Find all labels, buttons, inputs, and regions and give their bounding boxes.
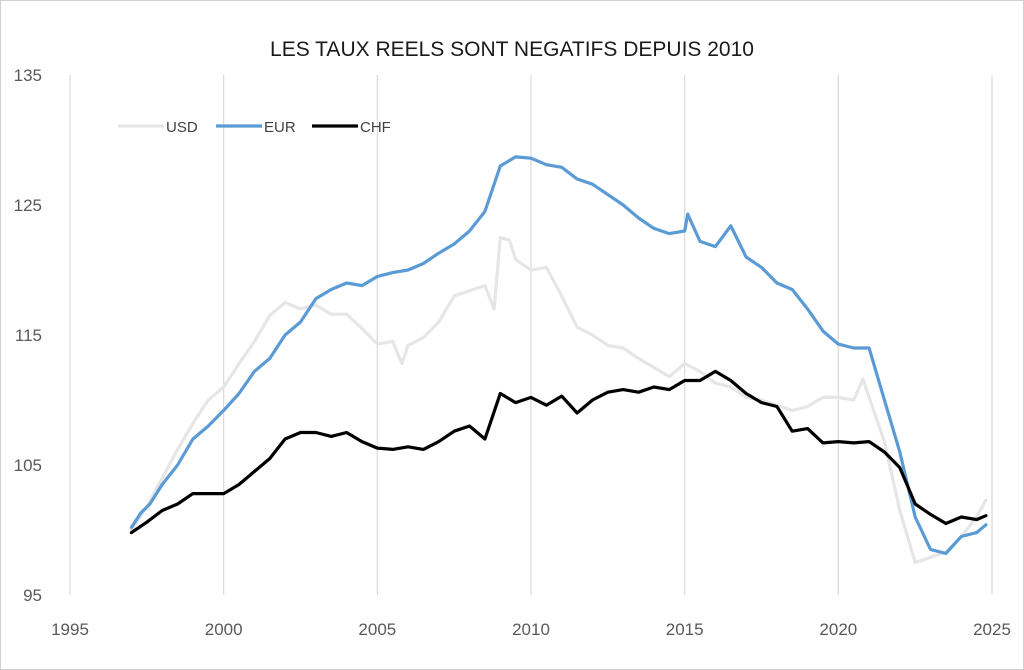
grid	[69, 75, 993, 595]
series-line-chf	[129, 369, 988, 535]
legend-label-eur: EUR	[264, 119, 296, 136]
legend-label-usd: USD	[166, 119, 198, 136]
x-tick-label: 2020	[819, 620, 857, 639]
y-tick-label: 115	[15, 326, 42, 345]
x-tick-label: 2015	[666, 620, 704, 639]
axis-ticks: 1995 2000 2005 2010 2015 2020 2025 95 105 115 125 1…	[14, 66, 1011, 639]
series-lines	[129, 155, 988, 565]
y-tick-label: 95	[23, 586, 42, 605]
x-tick-label: 2005	[358, 620, 396, 639]
chart-title: LES TAUX REELS SONT NEGATIFS DEPUIS 2010	[270, 38, 754, 61]
x-tick-label: 2010	[512, 620, 550, 639]
x-tick-label: 2000	[205, 620, 243, 639]
series-line-usd	[129, 235, 988, 565]
series-line-eur	[129, 155, 988, 555]
y-tick-label: 105	[14, 456, 42, 475]
legend-label-chf: CHF	[360, 119, 391, 136]
y-tick-label: 135	[14, 66, 42, 85]
legend: USD EUR CHF	[118, 119, 391, 136]
x-tick-label: 1995	[51, 620, 89, 639]
x-tick-label: 2025	[973, 620, 1011, 639]
y-tick-label: 125	[14, 196, 42, 215]
